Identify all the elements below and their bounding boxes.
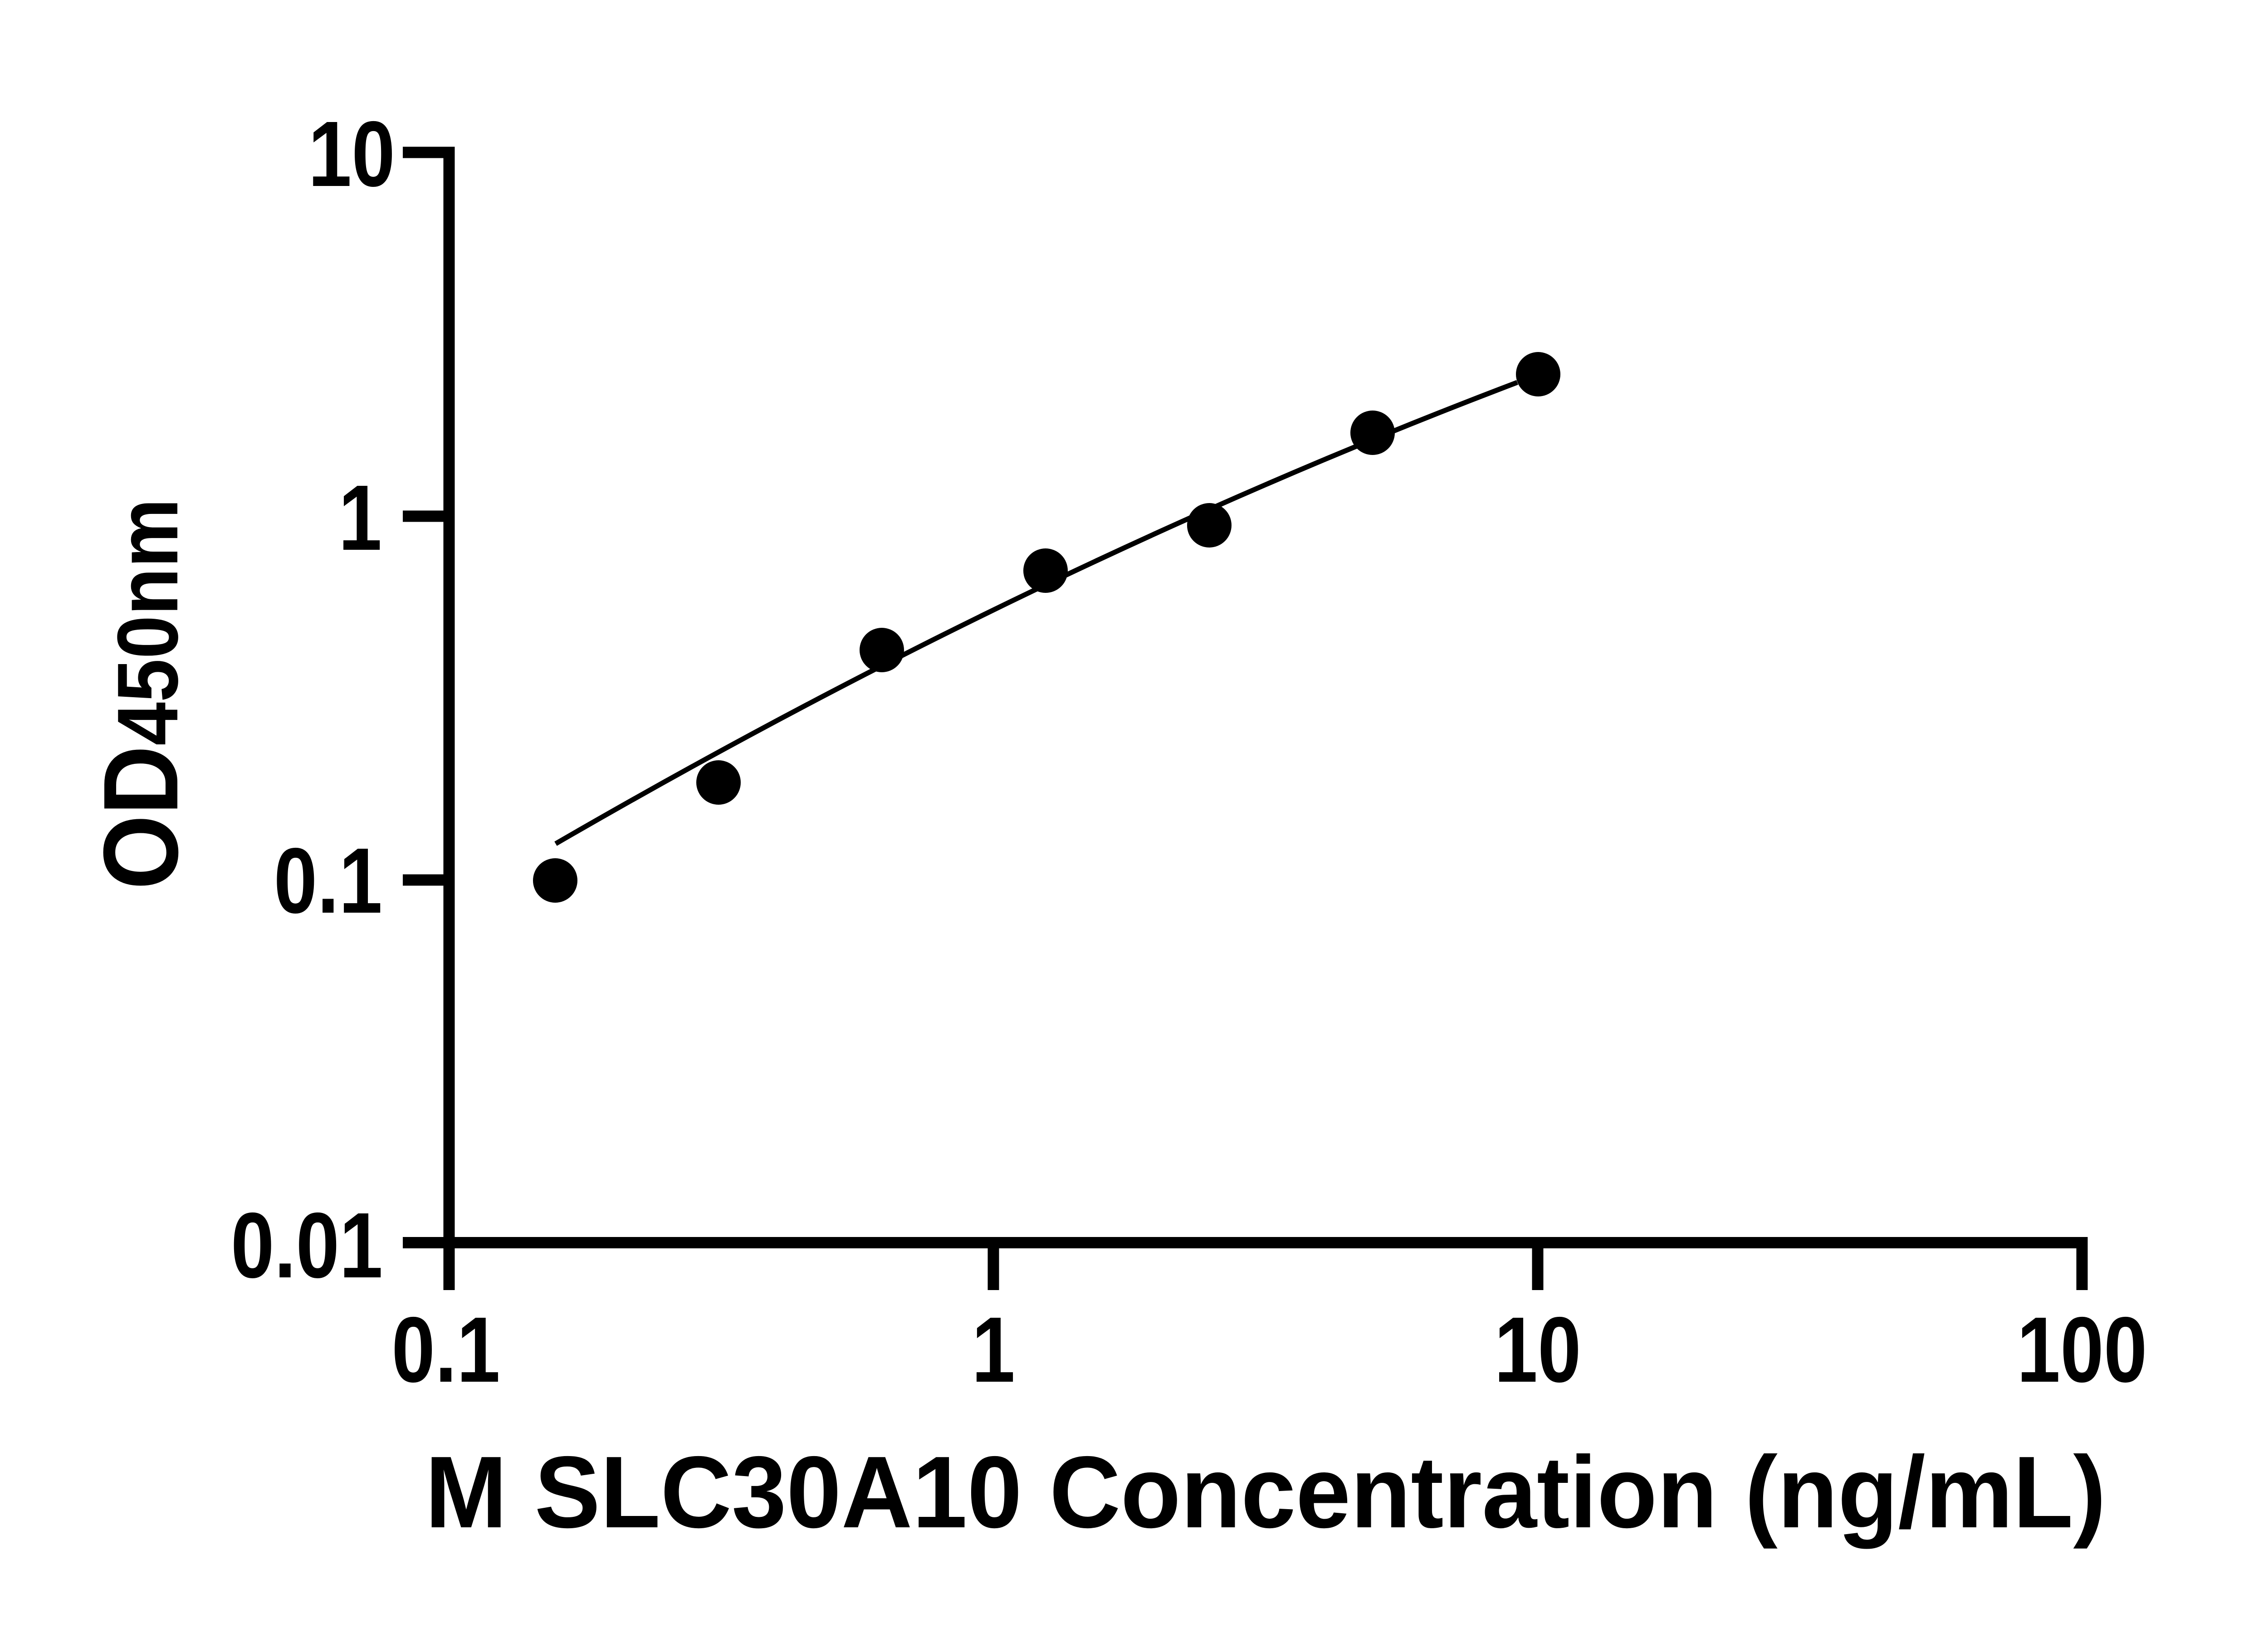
svg-text:100: 100 xyxy=(2017,1298,2147,1402)
svg-text:0.1: 0.1 xyxy=(274,829,382,933)
svg-text:0.01: 0.01 xyxy=(231,1194,383,1297)
svg-text:1: 1 xyxy=(338,466,382,570)
svg-text:M SLC30A10 Concentration (ng/m: M SLC30A10 Concentration (ng/mL) xyxy=(425,1435,2106,1549)
svg-text:1: 1 xyxy=(972,1298,1015,1402)
svg-text:10: 10 xyxy=(308,103,395,206)
svg-text:0.1: 0.1 xyxy=(391,1298,500,1402)
svg-text:OD450nm: OD450nm xyxy=(82,499,200,890)
svg-text:10: 10 xyxy=(1494,1298,1581,1402)
